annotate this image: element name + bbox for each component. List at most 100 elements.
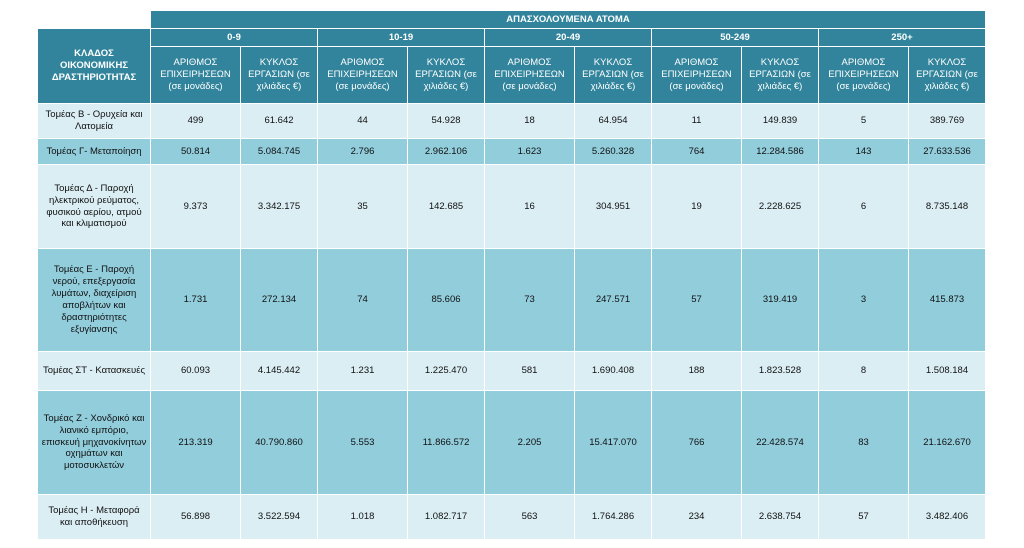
table-row: Τομέας Δ - Παροχή ηλεκτρικού ρεύματος, φ… [37,164,986,249]
value-cell: 61.642 [240,103,318,139]
value-cell: 5 [818,103,909,139]
sector-cell: Τομέας ΣΤ - Κατασκευές [37,351,151,391]
value-cell: 1.082.717 [407,494,485,540]
value-cell: 83 [818,390,909,495]
value-cell: 188 [651,351,742,391]
value-cell: 2.796 [317,138,408,165]
sub-header: ΚΥΚΛΟΣ ΕΡΓΑΣΙΩΝ (σε χιλιάδες €) [574,46,652,104]
sector-cell: Τομέας Ζ - Χονδρικό και λιανικό εμπόριο,… [37,390,151,495]
value-cell: 4.145.442 [240,351,318,391]
sector-cell: Τομέας Η - Μεταφορά και αποθήκευση [37,494,151,540]
value-cell: 8.735.148 [908,164,986,249]
value-cell: 1.764.286 [574,494,652,540]
value-cell: 1.690.408 [574,351,652,391]
value-cell: 499 [150,103,241,139]
value-cell: 21.162.670 [908,390,986,495]
value-cell: 57 [818,494,909,540]
data-table: ΑΠΑΣΧΟΛΟΥΜΕΝΑ ΑΤΟΜΑ ΚΛΑΔΟΣ ΟΙΚΟΝΟΜΙΚΗΣ ΔΡ… [37,10,986,540]
sector-cell: Τομέας Β - Ορυχεία και Λατομεία [37,103,151,139]
value-cell: 73 [484,248,575,352]
table-row: Τομέας Β - Ορυχεία και Λατομεία 499 61.642… [37,103,986,139]
value-cell: 1.623 [484,138,575,165]
sub-header: ΚΥΚΛΟΣ ΕΡΓΑΣΙΩΝ (σε χιλιάδες €) [908,46,986,104]
sub-header: ΑΡΙΘΜΟΣ ΕΠΙΧΕΙΡΗΣΕΩΝ (σε μονάδες) [484,46,575,104]
value-cell: 3.342.175 [240,164,318,249]
value-cell: 18 [484,103,575,139]
value-cell: 6 [818,164,909,249]
sub-header: ΑΡΙΘΜΟΣ ΕΠΙΧΕΙΡΗΣΕΩΝ (σε μονάδες) [150,46,241,104]
value-cell: 2.962.106 [407,138,485,165]
table-row: Τομέας Ζ - Χονδρικό και λιανικό εμπόριο,… [37,390,986,495]
value-cell: 27.633.536 [908,138,986,165]
value-cell: 1.018 [317,494,408,540]
table-row: ΑΡΙΘΜΟΣ ΕΠΙΧΕΙΡΗΣΕΩΝ (σε μονάδες) ΚΥΚΛΟΣ … [38,46,986,104]
value-cell: 5.553 [317,390,408,495]
value-cell: 11 [651,103,742,139]
table-row: ΑΠΑΣΧΟΛΟΥΜΕΝΑ ΑΤΟΜΑ [37,10,986,29]
value-cell: 1.231 [317,351,408,391]
value-cell: 149.839 [741,103,819,139]
group-header: 10-19 [317,28,485,47]
value-cell: 44 [317,103,408,139]
value-cell: 142.685 [407,164,485,249]
sub-header: ΑΡΙΘΜΟΣ ΕΠΙΧΕΙΡΗΣΕΩΝ (σε μονάδες) [651,46,742,104]
value-cell: 304.951 [574,164,652,249]
sub-header: ΑΡΙΘΜΟΣ ΕΠΙΧΕΙΡΗΣΕΩΝ (σε μονάδες) [317,46,408,104]
sub-header: ΚΥΚΛΟΣ ΕΡΓΑΣΙΩΝ (σε χιλιάδες €) [240,46,318,104]
value-cell: 247.571 [574,248,652,352]
sector-cell: Τομέας Δ - Παροχή ηλεκτρικού ρεύματος, φ… [37,164,151,249]
value-cell: 19 [651,164,742,249]
value-cell: 213.319 [150,390,241,495]
value-cell: 56.898 [150,494,241,540]
value-cell: 22.428.574 [741,390,819,495]
value-cell: 415.873 [908,248,986,352]
sector-header: ΚΛΑΔΟΣ ΟΙΚΟΝΟΜΙΚΗΣ ΔΡΑΣΤΗΡΙΟΤΗΤΑΣ [37,28,151,104]
value-cell: 40.790.860 [240,390,318,495]
value-cell: 1.823.528 [741,351,819,391]
sub-header: ΚΥΚΛΟΣ ΕΡΓΑΣΙΩΝ (σε χιλιάδες €) [741,46,819,104]
value-cell: 581 [484,351,575,391]
value-cell: 3.482.406 [908,494,986,540]
value-cell: 764 [651,138,742,165]
group-header: 0-9 [150,28,318,47]
table-wrapper: ΑΠΑΣΧΟΛΟΥΜΕΝΑ ΑΤΟΜΑ ΚΛΑΔΟΣ ΟΙΚΟΝΟΜΙΚΗΣ ΔΡ… [37,10,986,540]
value-cell: 12.284.586 [741,138,819,165]
value-cell: 85.606 [407,248,485,352]
value-cell: 563 [484,494,575,540]
value-cell: 57 [651,248,742,352]
value-cell: 11.866.572 [407,390,485,495]
table-row: ΚΛΑΔΟΣ ΟΙΚΟΝΟΜΙΚΗΣ ΔΡΑΣΤΗΡΙΟΤΗΤΑΣ 0-9 10-1… [37,28,986,104]
group-header: 250+ [818,28,986,47]
value-cell: 5.084.745 [240,138,318,165]
value-cell: 64.954 [574,103,652,139]
value-cell: 8 [818,351,909,391]
value-cell: 1.225.470 [407,351,485,391]
value-cell: 15.417.070 [574,390,652,495]
value-cell: 1.731 [150,248,241,352]
value-cell: 143 [818,138,909,165]
value-cell: 2.638.754 [741,494,819,540]
value-cell: 9.373 [150,164,241,249]
header-title: ΑΠΑΣΧΟΛΟΥΜΕΝΑ ΑΤΟΜΑ [150,10,986,29]
value-cell: 1.508.184 [908,351,986,391]
table-row: Τομέας Γ- Μεταποίηση 50.814 5.084.745 2.796… [37,138,986,165]
group-header: 20-49 [484,28,652,47]
value-cell: 16 [484,164,575,249]
value-cell: 74 [317,248,408,352]
table-row: Τομέας Ε - Παροχή νερού, επεξεργασία λυμ… [37,248,986,352]
value-cell: 766 [651,390,742,495]
value-cell: 60.093 [150,351,241,391]
sector-cell: Τομέας Γ- Μεταποίηση [37,138,151,165]
value-cell: 35 [317,164,408,249]
value-cell: 389.769 [908,103,986,139]
value-cell: 3 [818,248,909,352]
table-row: Τομέας ΣΤ - Κατασκευές 60.093 4.145.442 1.2… [37,351,986,391]
table-row: Τομέας Η - Μεταφορά και αποθήκευση 56.898… [37,494,986,540]
sector-cell: Τομέας Ε - Παροχή νερού, επεξεργασία λυμ… [37,248,151,352]
value-cell: 54.928 [407,103,485,139]
sub-header: ΑΡΙΘΜΟΣ ΕΠΙΧΕΙΡΗΣΕΩΝ (σε μονάδες) [818,46,909,104]
value-cell: 5.260.328 [574,138,652,165]
sub-header: ΚΥΚΛΟΣ ΕΡΓΑΣΙΩΝ (σε χιλιάδες €) [407,46,485,104]
value-cell: 272.134 [240,248,318,352]
